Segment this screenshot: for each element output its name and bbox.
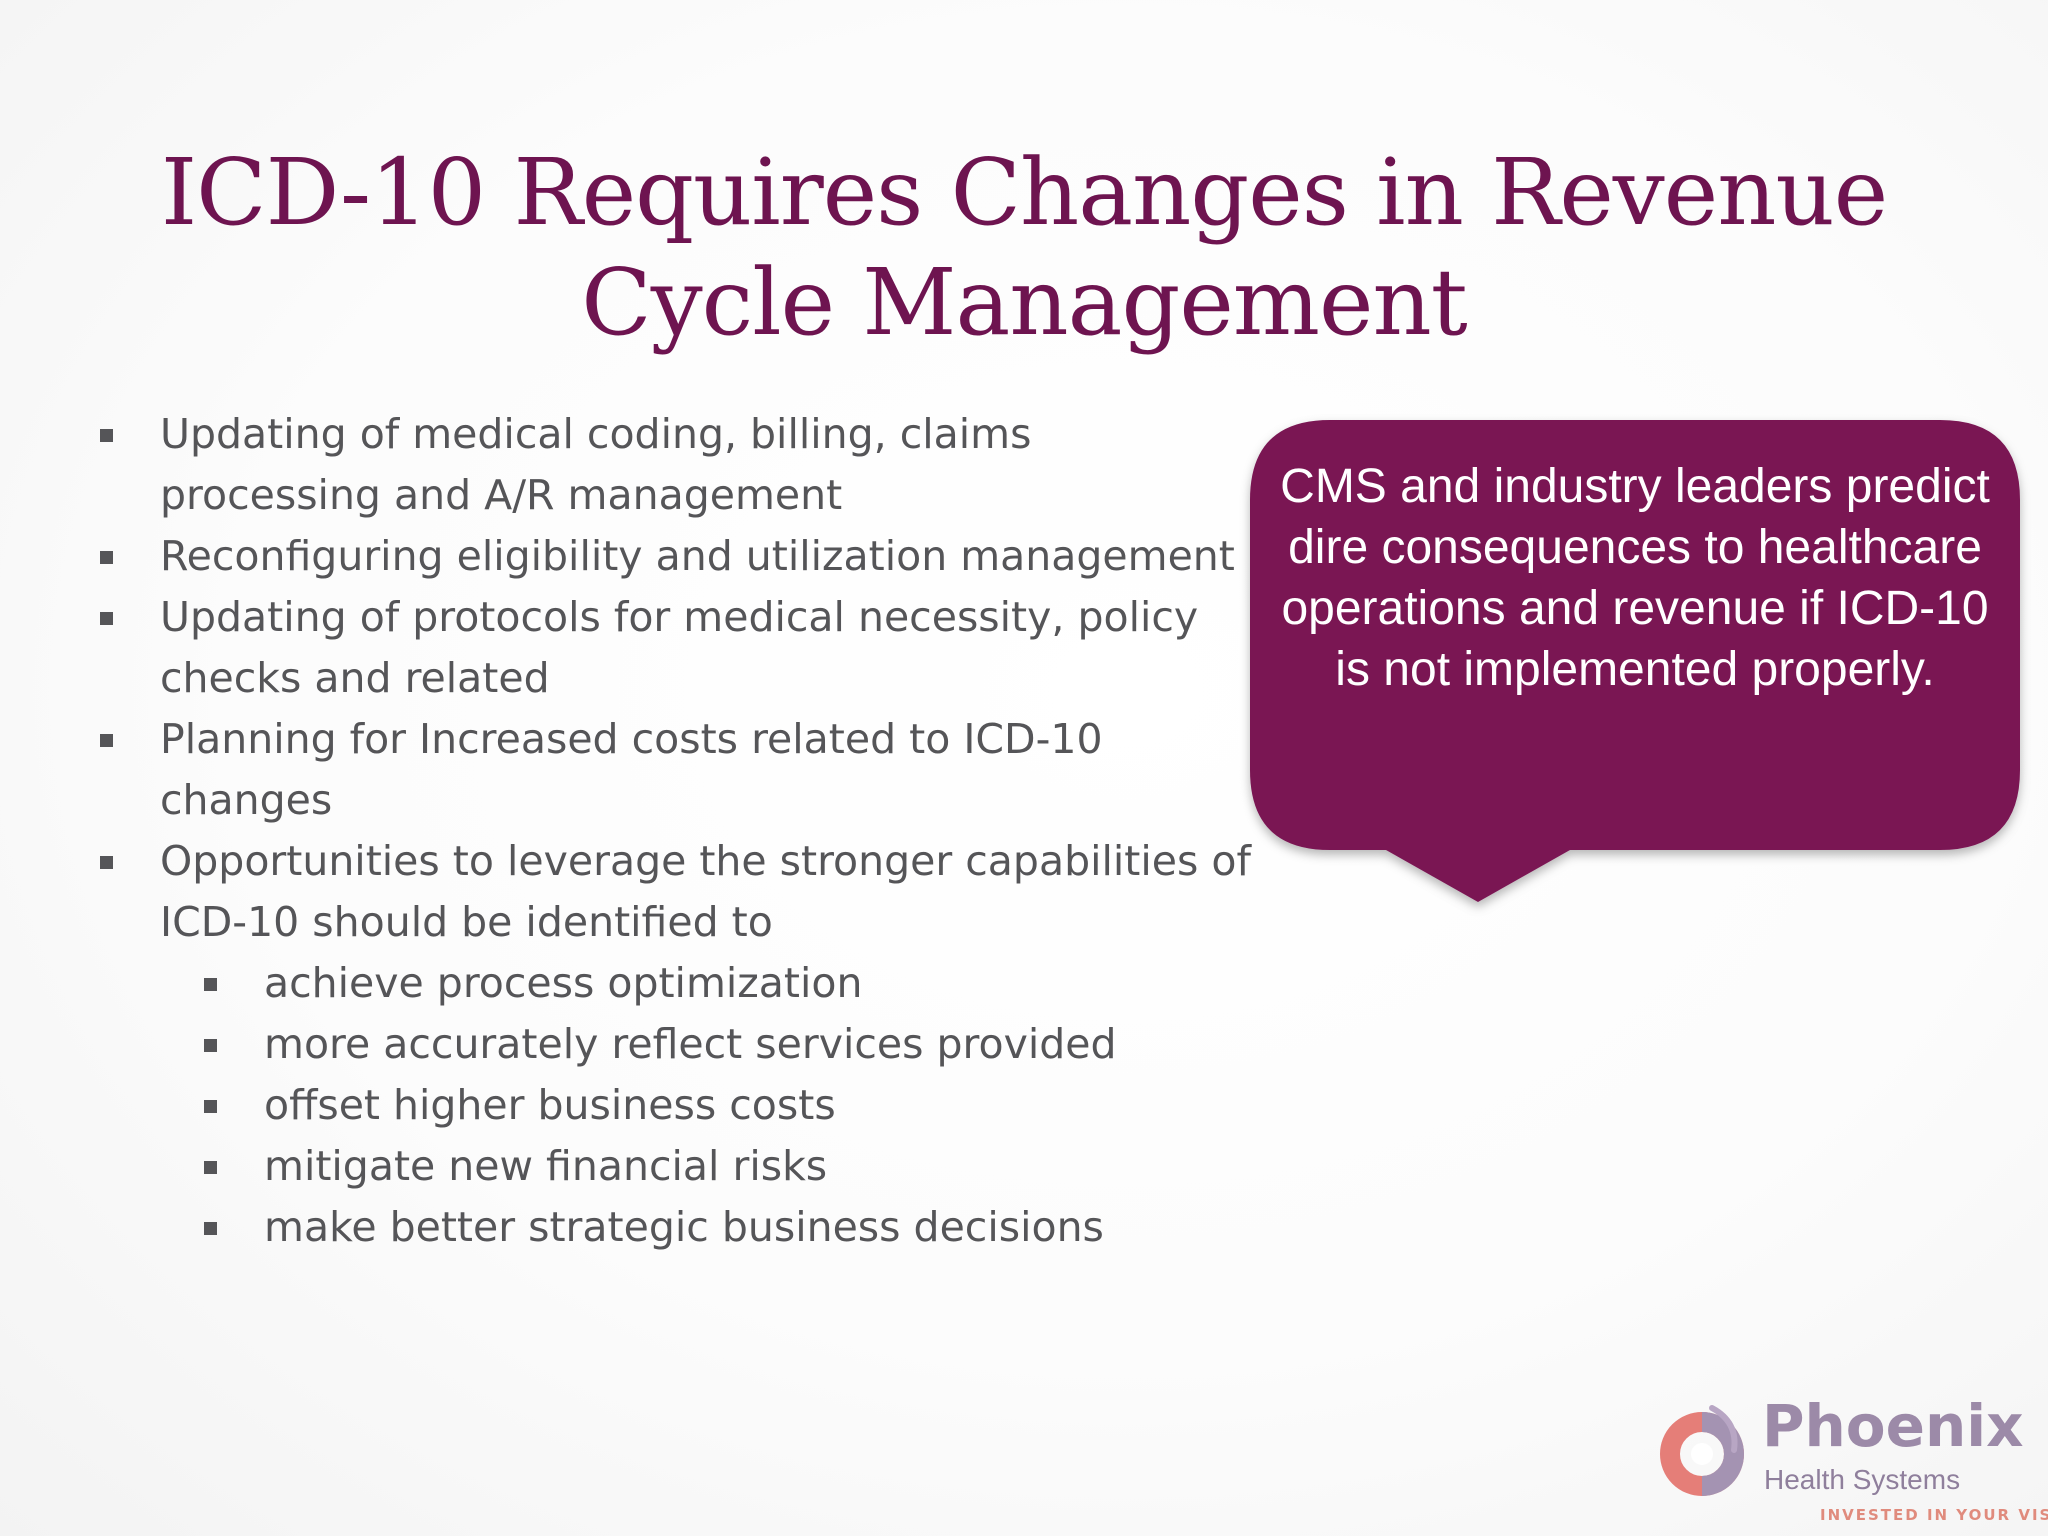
sub-bullet-item: mitigate new financial risks bbox=[200, 1136, 1256, 1197]
speech-bubble-shape bbox=[1250, 420, 2020, 902]
bullet-item-with-subitems: Opportunities to leverage the stronger c… bbox=[96, 831, 1256, 1258]
title-line-1: ICD-10 Requires Changes in Revenue bbox=[160, 139, 1888, 246]
speech-bubble-callout: CMS and industry leaders predict dire co… bbox=[1250, 420, 2020, 902]
bullet-item: Updating of medical coding, billing, cla… bbox=[96, 404, 1256, 526]
phoenix-logo: Phoenix Health Systems INVESTED IN YOUR … bbox=[1660, 1392, 2048, 1528]
title-line-2: Cycle Management bbox=[581, 249, 1467, 356]
phoenix-logo-icon bbox=[1660, 1405, 1744, 1496]
logo-subtitle: Health Systems bbox=[1764, 1464, 1961, 1495]
sub-bullet-list: achieve process optimization more accura… bbox=[160, 953, 1256, 1258]
sub-bullet-item: offset higher business costs bbox=[200, 1075, 1256, 1136]
sub-bullet-item: more accurately reflect services provide… bbox=[200, 1014, 1256, 1075]
slide-title: ICD-10 Requires Changes in Revenue Cycle… bbox=[0, 138, 2048, 358]
bullet-item-text: Opportunities to leverage the stronger c… bbox=[160, 837, 1251, 946]
bullet-item: Planning for Increased costs related to … bbox=[96, 709, 1256, 831]
bullet-item: Reconfiguring eligibility and utilizatio… bbox=[96, 526, 1256, 587]
logo-name: Phoenix bbox=[1762, 1392, 2024, 1460]
callout-text: CMS and industry leaders predict dire co… bbox=[1280, 460, 1990, 696]
sub-bullet-item: make better strategic business decisions bbox=[200, 1197, 1256, 1258]
bullet-item: Updating of protocols for medical necess… bbox=[96, 587, 1256, 709]
logo-tagline: INVESTED IN YOUR VISION bbox=[1820, 1506, 2048, 1524]
sub-bullet-item: achieve process optimization bbox=[200, 953, 1256, 1014]
bullet-list: Updating of medical coding, billing, cla… bbox=[96, 404, 1256, 1258]
